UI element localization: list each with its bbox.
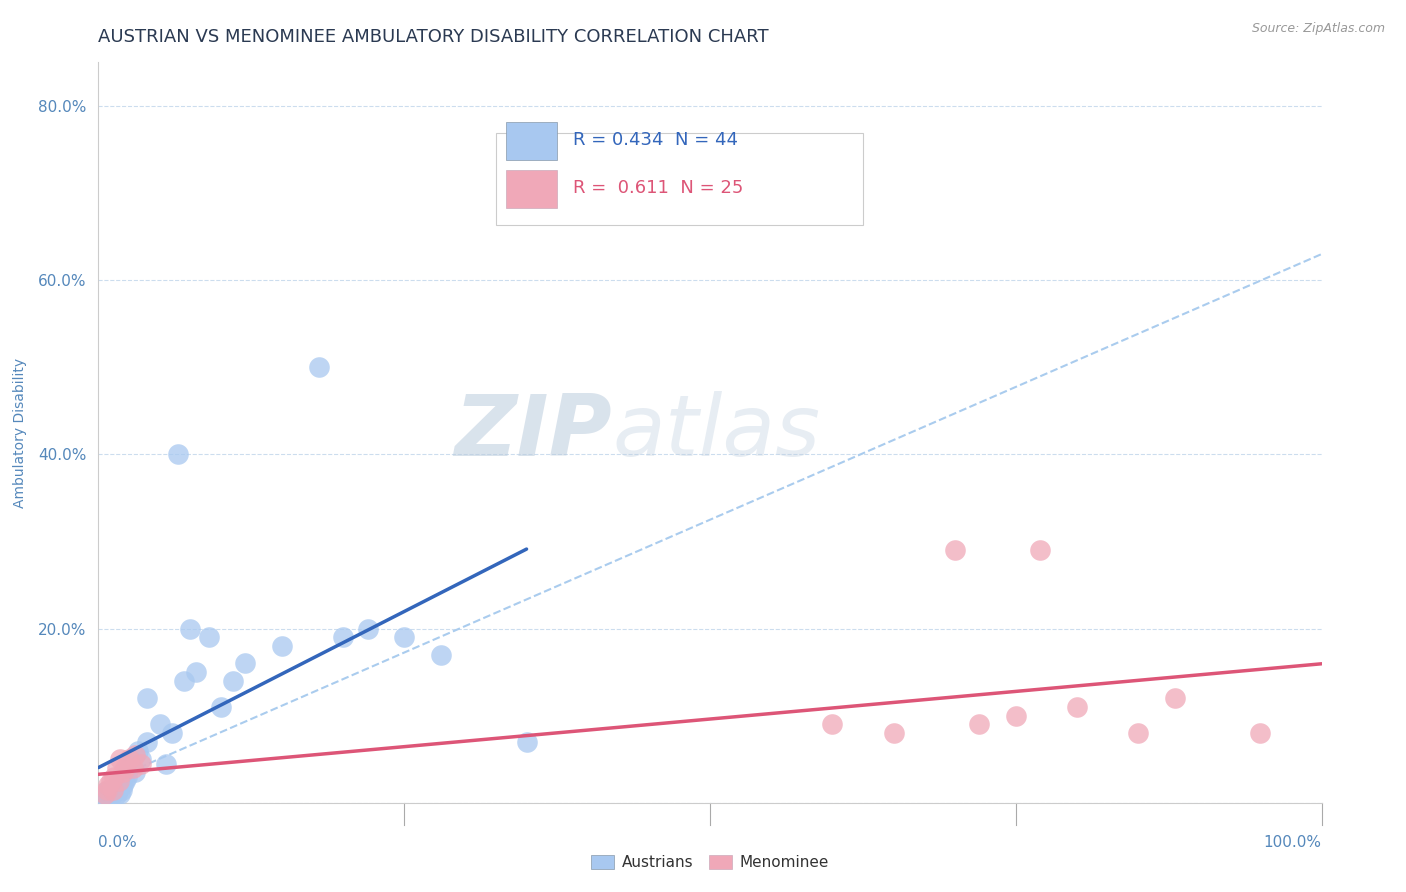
Point xyxy=(392,630,416,644)
Point xyxy=(110,752,132,766)
Point xyxy=(115,770,138,784)
Text: Source: ZipAtlas.com: Source: ZipAtlas.com xyxy=(1251,22,1385,36)
Point xyxy=(110,774,132,789)
Point xyxy=(821,717,844,731)
Point xyxy=(107,782,129,797)
Point xyxy=(93,791,115,805)
Point xyxy=(515,735,537,749)
Point xyxy=(167,447,190,461)
Point xyxy=(127,743,149,757)
Point xyxy=(118,761,141,775)
Text: R = 0.434  N = 44: R = 0.434 N = 44 xyxy=(574,131,738,149)
Point xyxy=(111,782,134,797)
Point xyxy=(1164,691,1187,706)
Legend: Austrians, Menominee: Austrians, Menominee xyxy=(585,849,835,877)
Point xyxy=(967,717,990,731)
Point xyxy=(118,752,141,766)
Point xyxy=(149,717,172,731)
Point xyxy=(197,630,219,644)
Point xyxy=(103,770,125,784)
Point xyxy=(101,787,124,801)
Point xyxy=(120,752,142,766)
Text: AUSTRIAN VS MENOMINEE AMBULATORY DISABILITY CORRELATION CHART: AUSTRIAN VS MENOMINEE AMBULATORY DISABIL… xyxy=(98,28,769,45)
Point xyxy=(883,726,905,740)
Point xyxy=(96,789,118,803)
Point xyxy=(105,778,128,792)
Point xyxy=(1128,726,1150,740)
Point xyxy=(100,774,122,789)
Point xyxy=(97,785,120,799)
Point xyxy=(121,761,143,775)
Point xyxy=(173,673,195,688)
Text: 0.0%: 0.0% xyxy=(98,835,138,850)
FancyBboxPatch shape xyxy=(506,169,557,209)
Point xyxy=(179,622,201,636)
Point xyxy=(124,765,146,780)
Point xyxy=(111,765,134,780)
Point xyxy=(308,360,330,375)
Point xyxy=(93,787,115,801)
Point xyxy=(943,543,966,558)
Point xyxy=(129,756,152,771)
Point xyxy=(97,778,120,792)
Text: R =  0.611  N = 25: R = 0.611 N = 25 xyxy=(574,179,744,197)
Point xyxy=(270,639,294,653)
Point xyxy=(96,782,118,797)
Y-axis label: Ambulatory Disability: Ambulatory Disability xyxy=(13,358,27,508)
Point xyxy=(1249,726,1271,740)
Point xyxy=(105,761,128,775)
Point xyxy=(100,782,122,797)
Point xyxy=(108,778,131,792)
Point xyxy=(430,648,453,662)
Point xyxy=(111,770,134,784)
Point xyxy=(110,787,132,801)
Text: 100.0%: 100.0% xyxy=(1264,835,1322,850)
Point xyxy=(1066,700,1088,714)
Point xyxy=(93,787,115,801)
Point xyxy=(101,782,124,797)
Point xyxy=(129,752,152,766)
Point xyxy=(103,782,125,797)
Point xyxy=(160,726,183,740)
Point xyxy=(111,778,134,792)
Point xyxy=(114,761,136,775)
Point xyxy=(136,735,159,749)
Point xyxy=(124,747,146,762)
FancyBboxPatch shape xyxy=(506,121,557,161)
Point xyxy=(222,673,245,688)
Point xyxy=(1004,708,1026,723)
Point xyxy=(332,630,354,644)
Point xyxy=(155,756,177,771)
Point xyxy=(100,787,122,801)
Text: atlas: atlas xyxy=(612,391,820,475)
Point xyxy=(114,774,136,789)
Point xyxy=(186,665,208,680)
Point xyxy=(356,622,378,636)
Point xyxy=(108,774,131,789)
Point xyxy=(1029,543,1052,558)
Point xyxy=(136,691,159,706)
Point xyxy=(233,657,256,671)
Text: ZIP: ZIP xyxy=(454,391,612,475)
Point xyxy=(209,700,232,714)
FancyBboxPatch shape xyxy=(496,133,863,226)
Point xyxy=(105,787,128,801)
